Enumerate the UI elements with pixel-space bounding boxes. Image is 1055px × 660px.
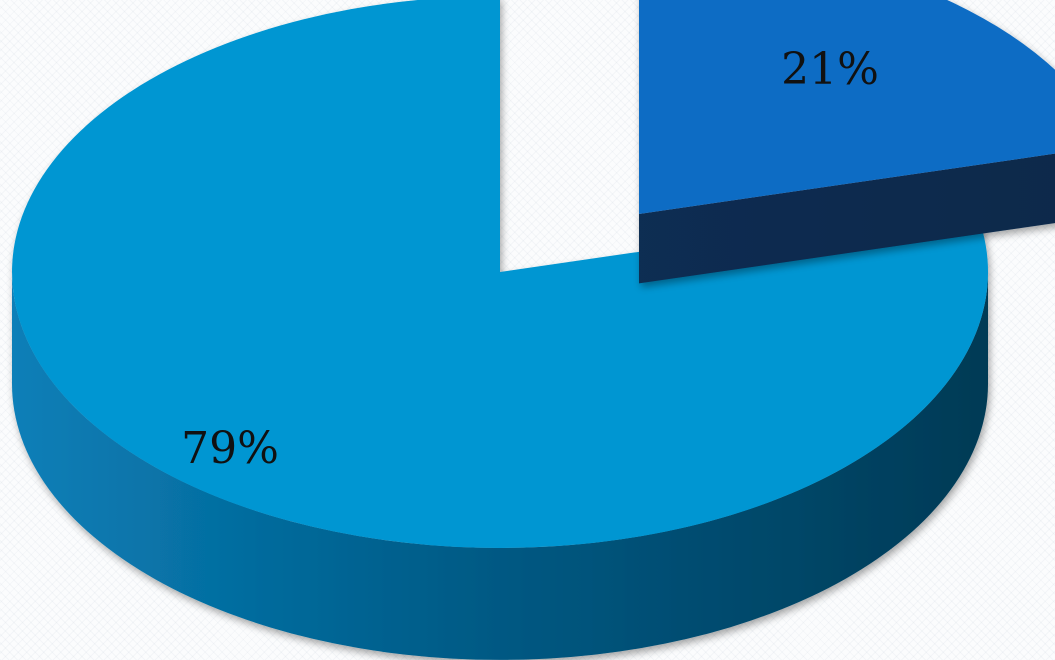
pie-slice-79-side bbox=[12, 272, 988, 660]
pie-slice-21-top bbox=[639, 0, 1055, 214]
pie-slice-21 bbox=[639, 0, 1055, 284]
pie-slice-21-side bbox=[639, 153, 1055, 284]
pie-slice-79-top bbox=[12, 0, 988, 548]
data-label-79: 79% bbox=[181, 423, 279, 474]
pie-slice-79 bbox=[12, 0, 988, 660]
data-label-21: 21% bbox=[781, 44, 879, 95]
